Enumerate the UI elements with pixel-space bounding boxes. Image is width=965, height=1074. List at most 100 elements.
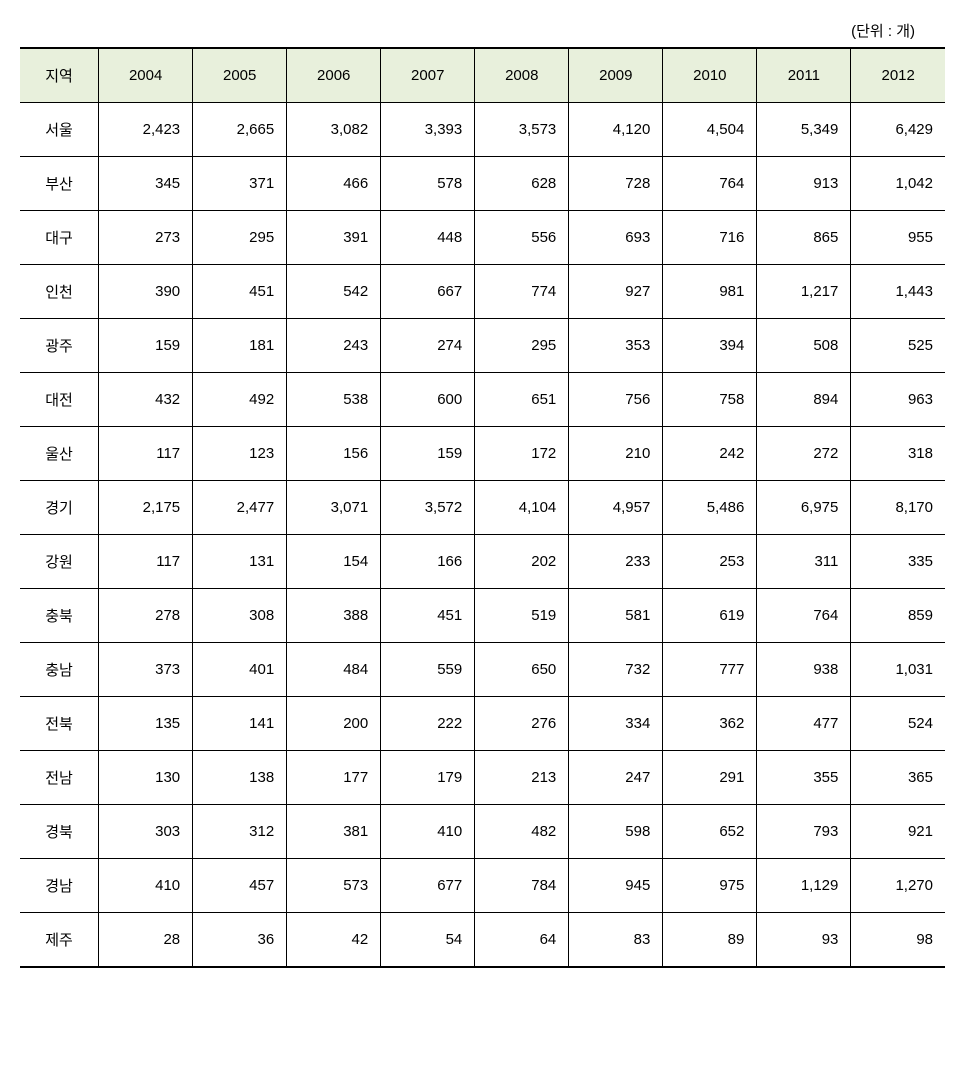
value-cell: 247 [569,751,663,805]
value-cell: 278 [99,589,193,643]
value-cell: 451 [193,265,287,319]
value-cell: 1,031 [851,643,945,697]
value-cell: 93 [757,913,851,968]
value-cell: 159 [99,319,193,373]
table-row: 부산3453714665786287287649131,042 [20,157,945,211]
value-cell: 28 [99,913,193,968]
value-cell: 64 [475,913,569,968]
value-cell: 652 [663,805,757,859]
region-cell: 강원 [20,535,99,589]
table-row: 강원117131154166202233253311335 [20,535,945,589]
value-cell: 394 [663,319,757,373]
value-cell: 756 [569,373,663,427]
header-year: 2008 [475,48,569,103]
region-cell: 인천 [20,265,99,319]
value-cell: 2,477 [193,481,287,535]
value-cell: 981 [663,265,757,319]
value-cell: 3,573 [475,103,569,157]
table-row: 충남3734014845596507327779381,031 [20,643,945,697]
header-year: 2007 [381,48,475,103]
value-cell: 938 [757,643,851,697]
value-cell: 764 [663,157,757,211]
value-cell: 401 [193,643,287,697]
value-cell: 728 [569,157,663,211]
value-cell: 172 [475,427,569,481]
unit-label: (단위 : 개) [20,20,945,41]
value-cell: 42 [287,913,381,968]
data-table: 지역 2004 2005 2006 2007 2008 2009 2010 20… [20,47,945,968]
region-cell: 경북 [20,805,99,859]
value-cell: 894 [757,373,851,427]
value-cell: 334 [569,697,663,751]
value-cell: 573 [287,859,381,913]
value-cell: 758 [663,373,757,427]
value-cell: 295 [193,211,287,265]
value-cell: 273 [99,211,193,265]
value-cell: 318 [851,427,945,481]
value-cell: 777 [663,643,757,697]
value-cell: 312 [193,805,287,859]
value-cell: 1,042 [851,157,945,211]
value-cell: 963 [851,373,945,427]
value-cell: 457 [193,859,287,913]
value-cell: 8,170 [851,481,945,535]
table-row: 경남4104575736777849459751,1291,270 [20,859,945,913]
value-cell: 693 [569,211,663,265]
table-row: 울산117123156159172210242272318 [20,427,945,481]
table-body: 서울2,4232,6653,0823,3933,5734,1204,5045,3… [20,103,945,968]
region-cell: 서울 [20,103,99,157]
value-cell: 542 [287,265,381,319]
value-cell: 371 [193,157,287,211]
region-cell: 대구 [20,211,99,265]
value-cell: 581 [569,589,663,643]
value-cell: 303 [99,805,193,859]
value-cell: 677 [381,859,475,913]
value-cell: 955 [851,211,945,265]
region-cell: 경남 [20,859,99,913]
header-year: 2006 [287,48,381,103]
value-cell: 578 [381,157,475,211]
value-cell: 4,120 [569,103,663,157]
value-cell: 525 [851,319,945,373]
value-cell: 233 [569,535,663,589]
header-region: 지역 [20,48,99,103]
value-cell: 123 [193,427,287,481]
value-cell: 2,175 [99,481,193,535]
value-cell: 921 [851,805,945,859]
value-cell: 492 [193,373,287,427]
value-cell: 54 [381,913,475,968]
value-cell: 4,957 [569,481,663,535]
value-cell: 373 [99,643,193,697]
table-header-row: 지역 2004 2005 2006 2007 2008 2009 2010 20… [20,48,945,103]
value-cell: 628 [475,157,569,211]
table-row: 전남130138177179213247291355365 [20,751,945,805]
value-cell: 345 [99,157,193,211]
table-row: 대전432492538600651756758894963 [20,373,945,427]
value-cell: 913 [757,157,851,211]
table-row: 경북303312381410482598652793921 [20,805,945,859]
value-cell: 295 [475,319,569,373]
value-cell: 131 [193,535,287,589]
value-cell: 667 [381,265,475,319]
value-cell: 784 [475,859,569,913]
value-cell: 381 [287,805,381,859]
header-year: 2009 [569,48,663,103]
value-cell: 141 [193,697,287,751]
value-cell: 3,393 [381,103,475,157]
region-cell: 경기 [20,481,99,535]
value-cell: 650 [475,643,569,697]
value-cell: 159 [381,427,475,481]
table-row: 인천3904515426677749279811,2171,443 [20,265,945,319]
table-row: 전북135141200222276334362477524 [20,697,945,751]
value-cell: 410 [99,859,193,913]
value-cell: 4,104 [475,481,569,535]
value-cell: 1,443 [851,265,945,319]
value-cell: 1,270 [851,859,945,913]
value-cell: 308 [193,589,287,643]
value-cell: 210 [569,427,663,481]
value-cell: 154 [287,535,381,589]
value-cell: 559 [381,643,475,697]
value-cell: 89 [663,913,757,968]
value-cell: 764 [757,589,851,643]
value-cell: 945 [569,859,663,913]
